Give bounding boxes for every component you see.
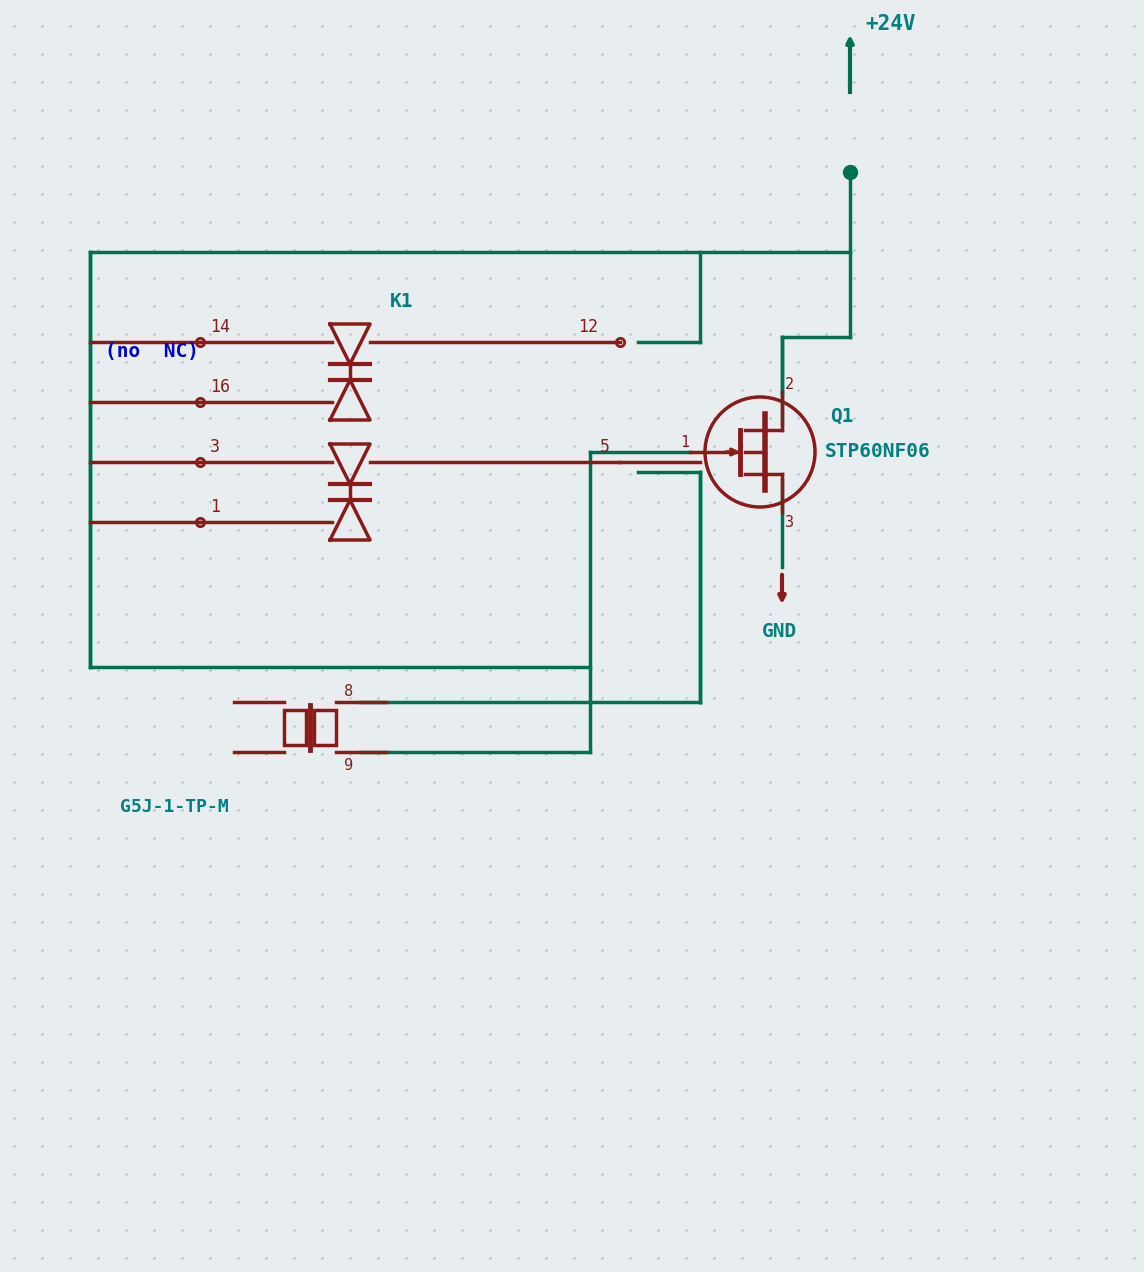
Text: GND: GND — [762, 622, 797, 641]
Text: Q1: Q1 — [831, 407, 853, 426]
Text: 14: 14 — [210, 318, 230, 336]
Text: 2: 2 — [785, 377, 794, 392]
Text: K1: K1 — [390, 293, 413, 310]
Text: 12: 12 — [578, 318, 598, 336]
Text: STP60NF06: STP60NF06 — [825, 441, 931, 460]
Text: 3: 3 — [785, 515, 794, 530]
Text: 1: 1 — [680, 435, 689, 450]
Text: 16: 16 — [210, 378, 230, 396]
Text: 3: 3 — [210, 438, 220, 455]
Text: (no  NC): (no NC) — [105, 342, 199, 361]
Text: G5J-1-TP-M: G5J-1-TP-M — [120, 798, 229, 817]
Text: 5: 5 — [599, 438, 610, 455]
Text: 9: 9 — [344, 758, 353, 773]
Text: 8: 8 — [344, 684, 353, 700]
Text: +24V: +24V — [865, 14, 915, 34]
Text: 1: 1 — [210, 499, 220, 516]
